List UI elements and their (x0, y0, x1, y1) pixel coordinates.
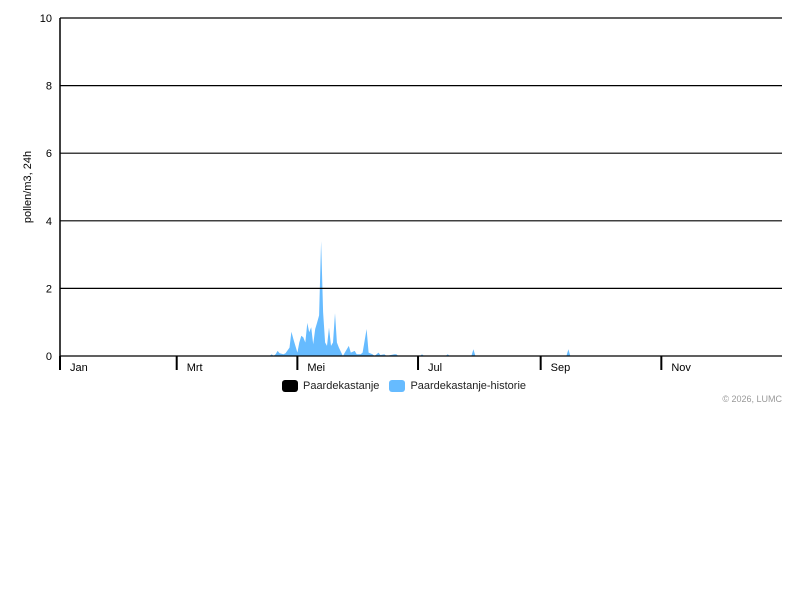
y-tick-label: 10 (40, 13, 52, 25)
legend-label: Paardekastanje-historie (410, 380, 527, 392)
y-tick-label: 0 (46, 351, 52, 363)
legend: Paardekastanje Paardekastanje-historie (4, 380, 800, 392)
legend-swatch (389, 380, 406, 392)
month-label: Jul (428, 362, 442, 374)
y-axis-label: pollen/m3, 24h (22, 151, 34, 223)
legend-swatch (281, 380, 298, 392)
month-label: Sep (551, 362, 571, 374)
y-tick-label: 8 (46, 81, 52, 93)
series-area-1 (269, 241, 571, 356)
month-label: Nov (671, 362, 691, 374)
legend-item-current[interactable]: Paardekastanje (281, 380, 380, 392)
y-tick-label: 6 (46, 148, 52, 160)
month-label: Mrt (187, 362, 203, 374)
y-tick-label: 4 (46, 216, 52, 228)
legend-label: Paardekastanje (302, 380, 380, 392)
month-label: Mei (307, 362, 325, 374)
credit: © 2026, LUMC (722, 394, 782, 404)
month-label: Jan (70, 362, 88, 374)
legend-item-history[interactable]: Paardekastanje-historie (389, 380, 526, 392)
y-tick-label: 2 (46, 283, 52, 295)
